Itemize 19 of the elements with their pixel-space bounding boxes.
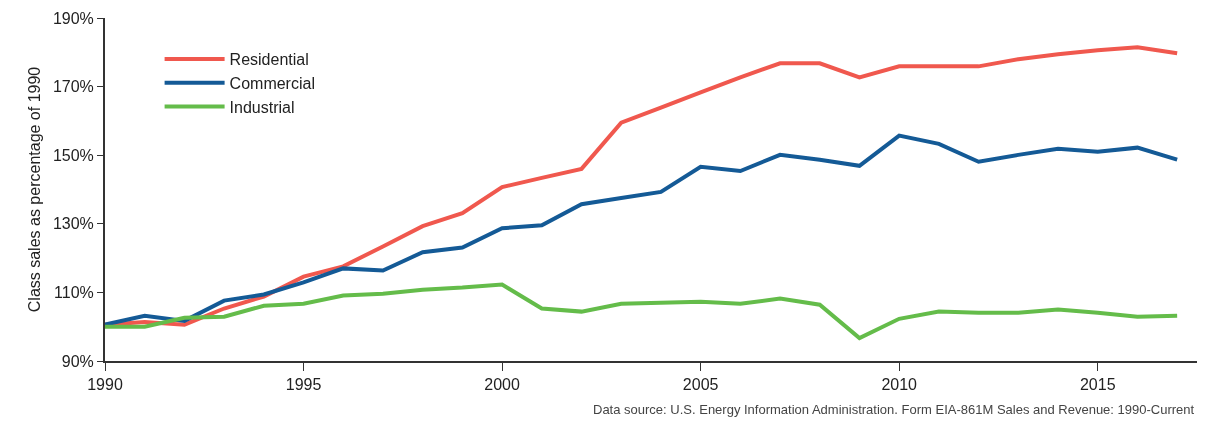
source-note: Data source: U.S. Energy Information Administration. Form EIA-861M Sales and Revenue: 1990-Current	[593, 402, 1195, 417]
x-tick-label: 2000	[484, 376, 520, 394]
y-tick-label: 150%	[52, 146, 94, 164]
y-tick-label: 90%	[61, 352, 94, 370]
y-axis-title: Class sales as percentage of 1990	[26, 66, 44, 313]
y-tick-label: 130%	[52, 215, 94, 233]
x-tick-label: 1990	[87, 376, 123, 394]
legend-label: Industrial	[229, 98, 295, 116]
x-tick-label: 1995	[285, 376, 322, 394]
y-tick-label: 170%	[52, 78, 94, 96]
y-tick-label: 110%	[54, 284, 94, 301]
x-tick-label: 2015	[1079, 376, 1116, 394]
line-series	[105, 282, 1180, 341]
legend-label: Commercial	[229, 74, 315, 92]
y-tick-label: 190%	[52, 9, 94, 27]
line-series	[105, 133, 1180, 327]
x-tick-label: 2010	[881, 376, 918, 394]
x-tick-label: 2005	[682, 376, 719, 394]
legend-label: Residential	[229, 51, 309, 69]
